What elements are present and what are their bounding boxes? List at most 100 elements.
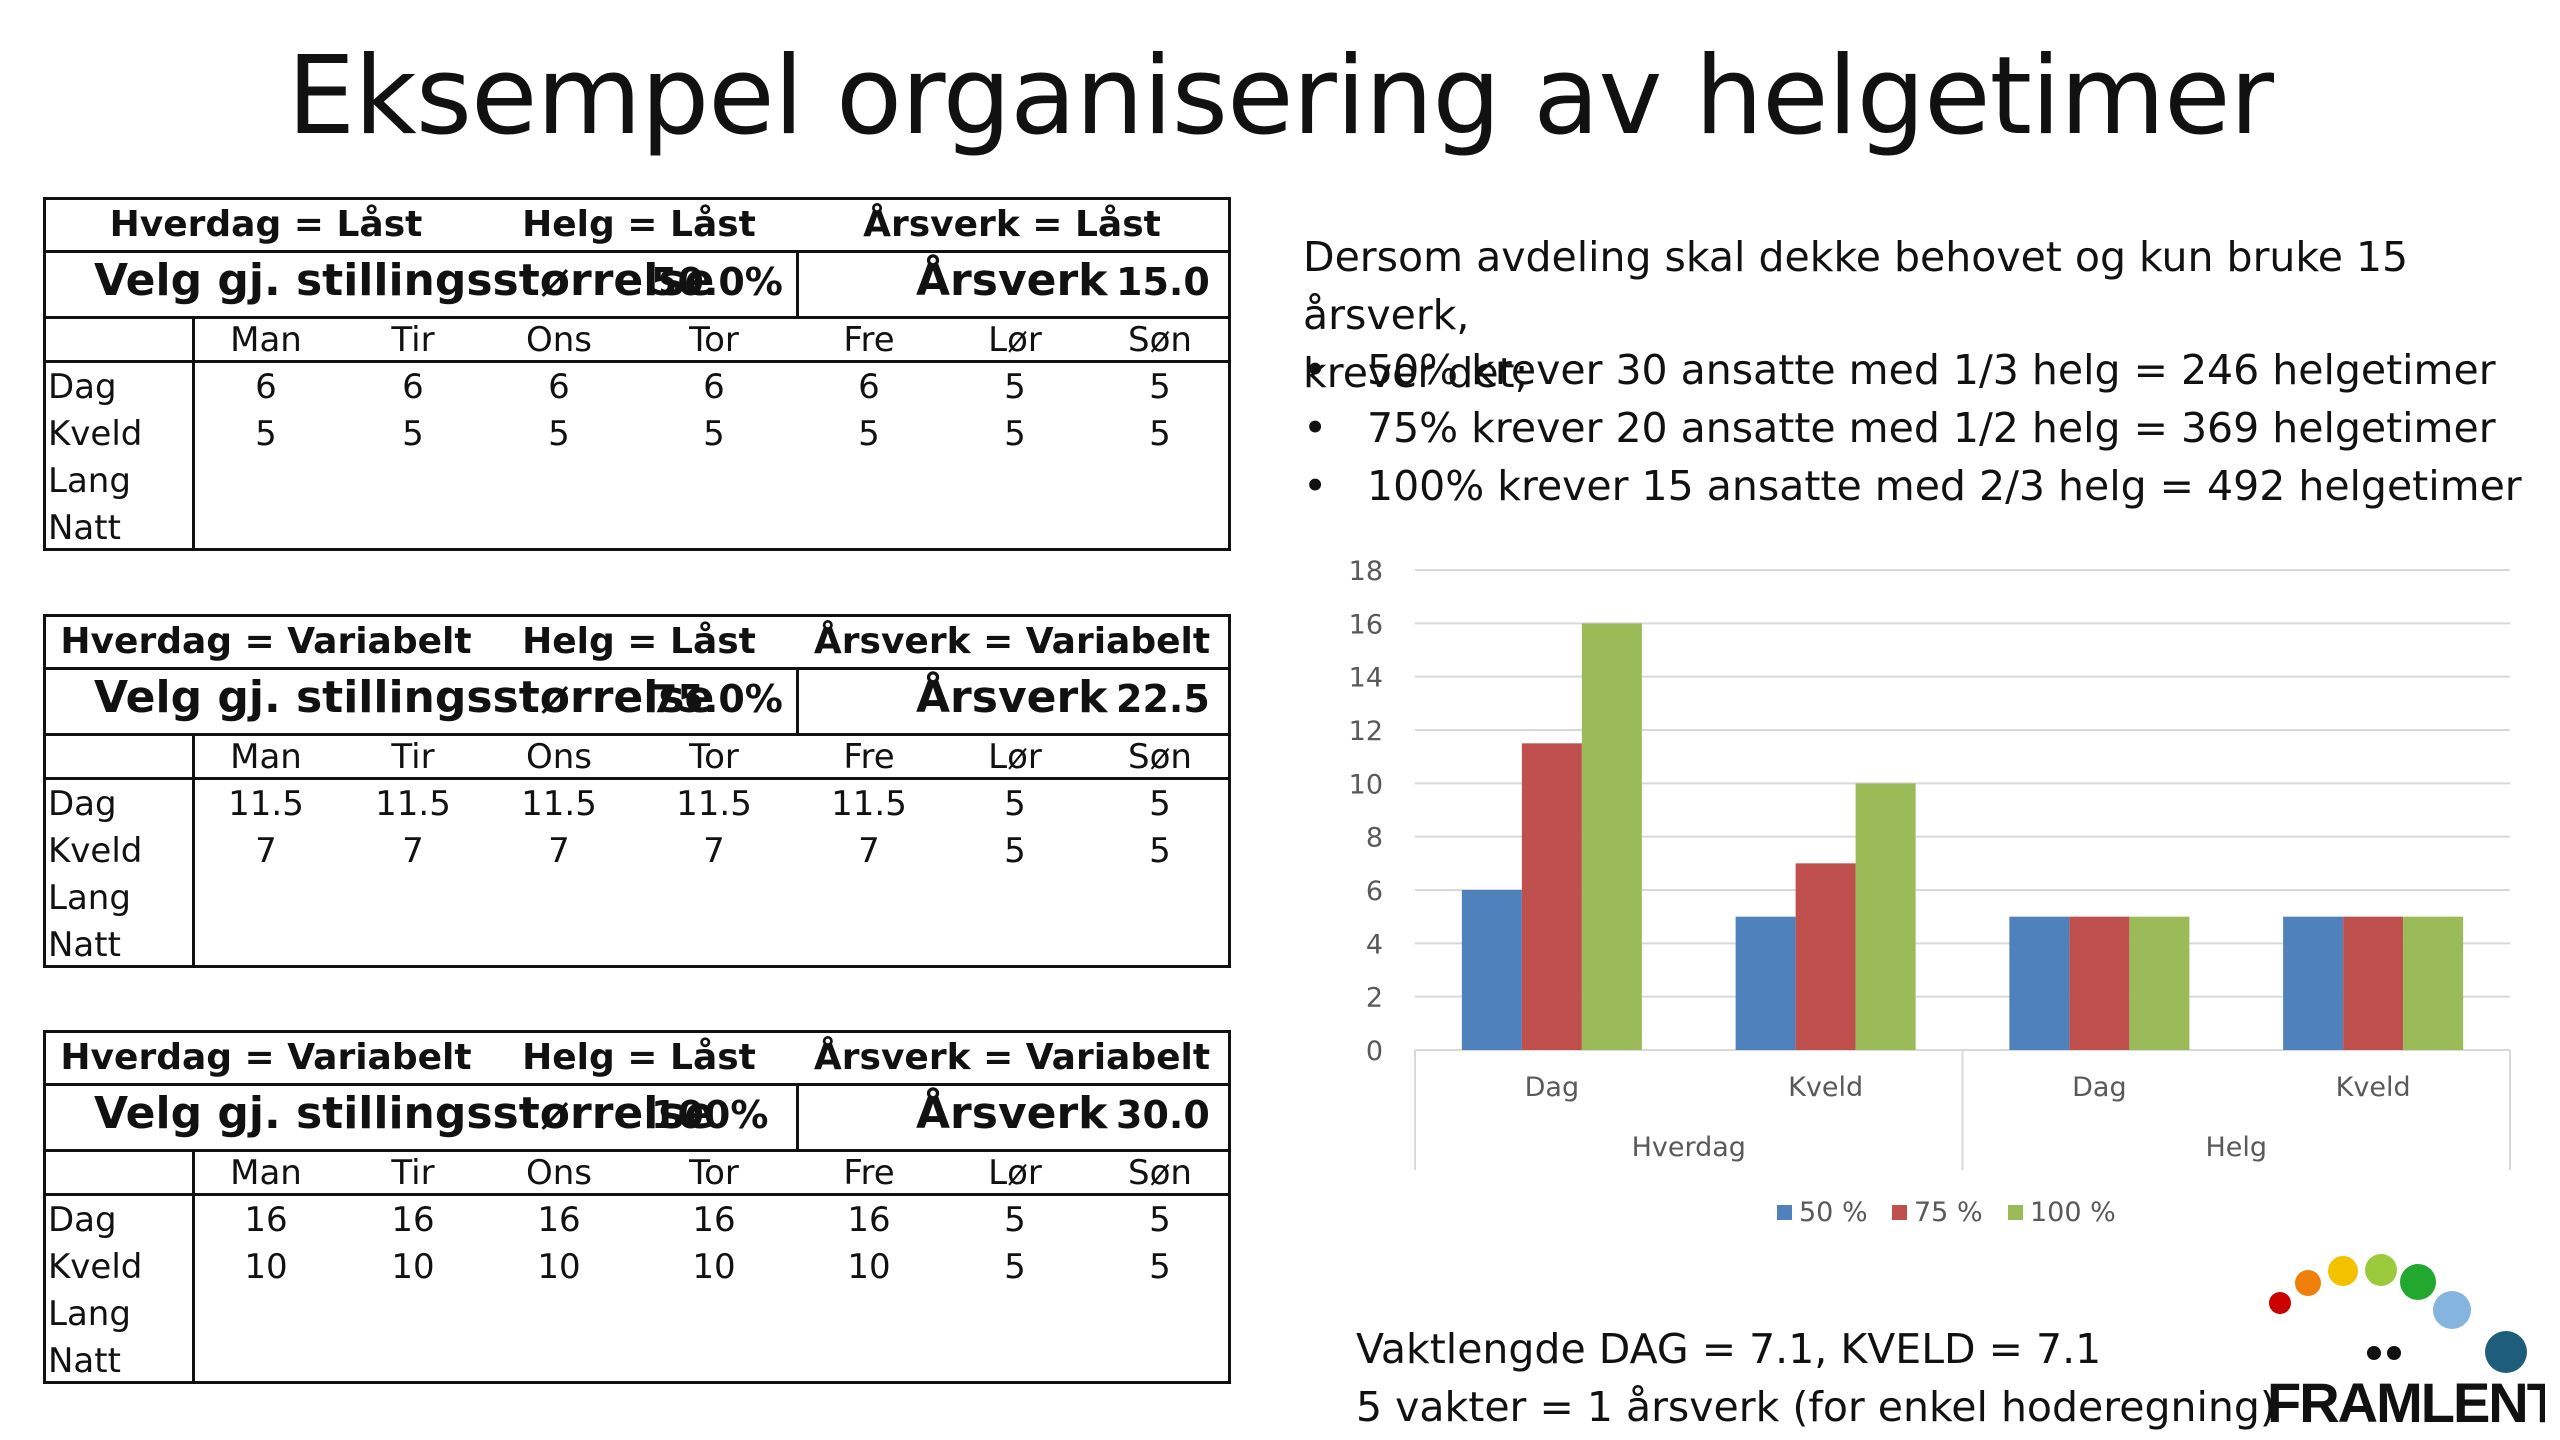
row-label: Lang [48, 878, 131, 918]
logo-dot [2433, 1291, 2471, 1329]
velg-value: 50.0% [651, 260, 783, 304]
intro-line-1: Dersom avdeling skal dekke behovet og ku… [1303, 233, 2409, 339]
arsverk-label: Årsverk [916, 255, 1108, 306]
table-cell: 7 [402, 831, 424, 871]
bar [2283, 916, 2344, 1050]
arsverk-value: 15.0 [1116, 260, 1210, 304]
bar [2069, 916, 2130, 1050]
day-header: Lør [988, 320, 1042, 360]
hverdag-lock: Hverdag = Variabelt [60, 621, 472, 662]
bullet-dot: • [1303, 346, 1328, 394]
divider [796, 250, 799, 316]
arsverk-lock: Årsverk = Variabelt [813, 1037, 1211, 1078]
day-header: Søn [1128, 320, 1192, 360]
row-label: Natt [48, 1341, 121, 1381]
table-cell: 11.5 [228, 784, 304, 824]
table-cell: 16 [391, 1200, 435, 1240]
bar [2403, 916, 2464, 1050]
row-label: Kveld [48, 831, 143, 871]
day-header: Søn [1128, 1153, 1192, 1193]
helg-lock: Helg = Låst [522, 621, 756, 662]
day-header: Tor [689, 1153, 739, 1193]
table-cell: 16 [847, 1200, 891, 1240]
table-cell: 5 [1004, 414, 1026, 454]
velg-value: 100% [651, 1093, 769, 1137]
framlent-logo: FRAMLENT [2267, 1254, 2545, 1430]
table-cell: 10 [391, 1247, 435, 1287]
day-header: Man [230, 737, 302, 777]
category-label: Kveld [2336, 1072, 2411, 1103]
day-header: Tir [391, 320, 435, 360]
velg-label: Velg gj. stillingsstørrelse [94, 255, 715, 306]
label-column-divider [192, 316, 195, 551]
day-header: Fre [843, 737, 895, 777]
table-cell: 10 [537, 1247, 581, 1287]
logo-dot [2387, 1346, 2401, 1360]
bar [1461, 890, 1522, 1050]
category-label: Dag [2072, 1072, 2126, 1103]
day-header: Lør [988, 737, 1042, 777]
day-header: Tor [689, 737, 739, 777]
y-tick-label: 10 [1349, 769, 1383, 800]
day-header: Fre [843, 1153, 895, 1193]
legend-label: 100 % [2030, 1197, 2116, 1228]
y-tick-label: 6 [1366, 876, 1383, 907]
day-header: Tir [391, 1153, 435, 1193]
intro-text: Dersom avdeling skal dekke behovet og ku… [1303, 228, 2543, 402]
bar [1855, 783, 1916, 1050]
y-tick-label: 14 [1349, 663, 1383, 694]
table-cell: 5 [858, 414, 880, 454]
table-cell: 6 [402, 367, 424, 407]
bar [1521, 743, 1582, 1050]
y-tick-label: 16 [1349, 609, 1383, 640]
scenario-table: Hverdag = Låst Helg = Låst Årsverk = Låst V… [43, 197, 1231, 551]
legend-swatch [1777, 1205, 1792, 1220]
footer-line-2: 5 vakter = 1 årsverk (for enkel hoderegn… [1356, 1383, 2276, 1431]
logo-text: FRAMLENT [2267, 1371, 2545, 1430]
table-cell: 5 [402, 414, 424, 454]
table-cell: 11.5 [375, 784, 451, 824]
bar [1795, 863, 1856, 1050]
velg-label: Velg gj. stillingsstørrelse [94, 1088, 715, 1139]
day-header: Fre [843, 320, 895, 360]
day-header: Tir [391, 737, 435, 777]
logo-dot [2485, 1331, 2527, 1373]
day-header-row [46, 316, 1228, 363]
category-label: Kveld [1788, 1072, 1863, 1103]
table-cell: 5 [1149, 831, 1171, 871]
lock-row: Hverdag = Variabelt Helg = Låst Årsverk = … [46, 617, 1228, 670]
table-cell: 5 [548, 414, 570, 454]
table-cell: 10 [847, 1247, 891, 1287]
row-label: Lang [48, 461, 131, 501]
logo-dot [2365, 1254, 2397, 1286]
scenario-table: Hverdag = Variabelt Helg = Låst Årsverk = … [43, 614, 1231, 968]
day-header: Ons [525, 737, 593, 777]
table-cell: 5 [1149, 784, 1171, 824]
legend-label: 75 % [1914, 1197, 1983, 1228]
table-cell: 11.5 [831, 784, 907, 824]
table-cell: 7 [703, 831, 725, 871]
label-column-divider [192, 1149, 195, 1384]
table-cell: 5 [1004, 831, 1026, 871]
bar [1581, 623, 1642, 1050]
helg-lock: Helg = Låst [522, 1037, 756, 1078]
footer-line-1: Vaktlengde DAG = 7.1, KVELD = 7.1 [1356, 1325, 2102, 1373]
y-tick-label: 4 [1366, 929, 1383, 960]
lock-row: Hverdag = Låst Helg = Låst Årsverk = Låst [46, 200, 1228, 253]
group-label: Helg [2205, 1132, 2267, 1163]
bar [2343, 916, 2404, 1050]
table-cell: 7 [858, 831, 880, 871]
day-header: Man [230, 320, 302, 360]
row-label: Natt [48, 508, 121, 548]
table-cell: 7 [255, 831, 277, 871]
table-cell: 6 [703, 367, 725, 407]
table-cell: 10 [692, 1247, 736, 1287]
day-header-row [46, 733, 1228, 780]
arsverk-lock: Årsverk = Låst [863, 204, 1161, 245]
legend-swatch [1892, 1205, 1907, 1220]
arsverk-lock: Årsverk = Variabelt [813, 621, 1211, 662]
velg-label: Velg gj. stillingsstørrelse [94, 672, 715, 723]
legend-swatch [2008, 1205, 2023, 1220]
table-cell: 10 [244, 1247, 288, 1287]
row-label: Natt [48, 925, 121, 965]
